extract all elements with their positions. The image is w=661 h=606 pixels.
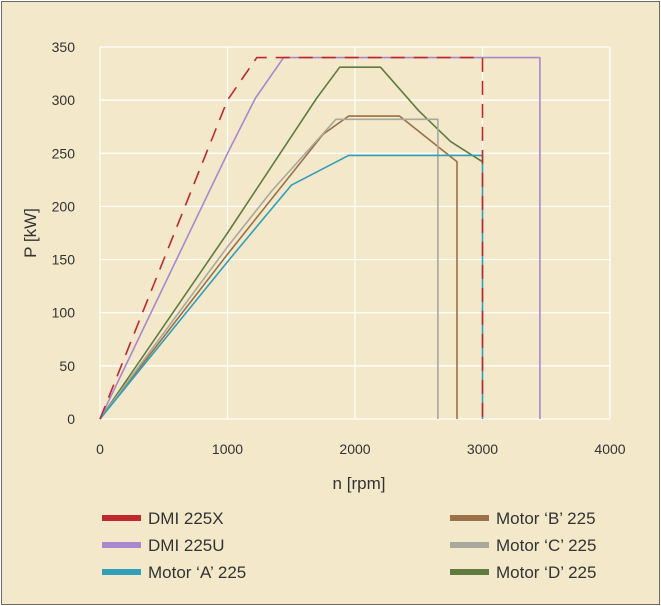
legend-swatch <box>102 569 141 575</box>
series-layer <box>99 56 541 420</box>
legend-swatch <box>102 515 141 521</box>
x-axis-title: n [rpm] <box>333 474 386 493</box>
y-tick-label: 300 <box>52 92 76 108</box>
x-tick-label: 3000 <box>467 441 498 457</box>
legend-swatch <box>450 515 489 521</box>
legend-swatch <box>450 569 489 575</box>
y-tick-label: 150 <box>52 252 76 268</box>
x-tick-label: 1000 <box>212 441 243 457</box>
legend-label: Motor ‘C’ 225 <box>496 536 596 555</box>
y-tick-label: 200 <box>52 198 76 214</box>
legend-swatch <box>102 542 141 548</box>
legend-label: DMI 225U <box>148 536 225 555</box>
x-tick-label: 2000 <box>339 441 370 457</box>
y-tick-label: 50 <box>59 358 75 374</box>
y-tick-label: 350 <box>52 39 76 55</box>
y-tick-label: 0 <box>67 411 75 427</box>
y-tick-label: 250 <box>52 145 76 161</box>
x-tick-label: 4000 <box>594 441 625 457</box>
legend-label: DMI 225X <box>148 509 224 528</box>
x-tick-label: 0 <box>96 441 104 457</box>
legend-label: Motor ‘B’ 225 <box>496 509 596 528</box>
legend-swatch <box>450 542 489 548</box>
series-line-4 <box>99 118 439 420</box>
legend-label: Motor ‘A’ 225 <box>148 563 246 582</box>
series-line-3 <box>99 115 458 420</box>
series-line-1 <box>99 56 541 420</box>
tick-labels: 0 50 100 150 200 250 300 350 0 1000 2000 3000 4000 <box>52 39 626 457</box>
series-line-0 <box>99 56 484 420</box>
y-tick-label: 100 <box>52 305 76 321</box>
y-axis-title: P [kW] <box>21 208 40 258</box>
legend-label: Motor ‘D’ 225 <box>496 563 596 582</box>
series-line-5 <box>99 66 483 420</box>
legend: DMI 225X DMI 225U Motor ‘A’ 225 Motor ‘B’ 2… <box>102 509 596 582</box>
